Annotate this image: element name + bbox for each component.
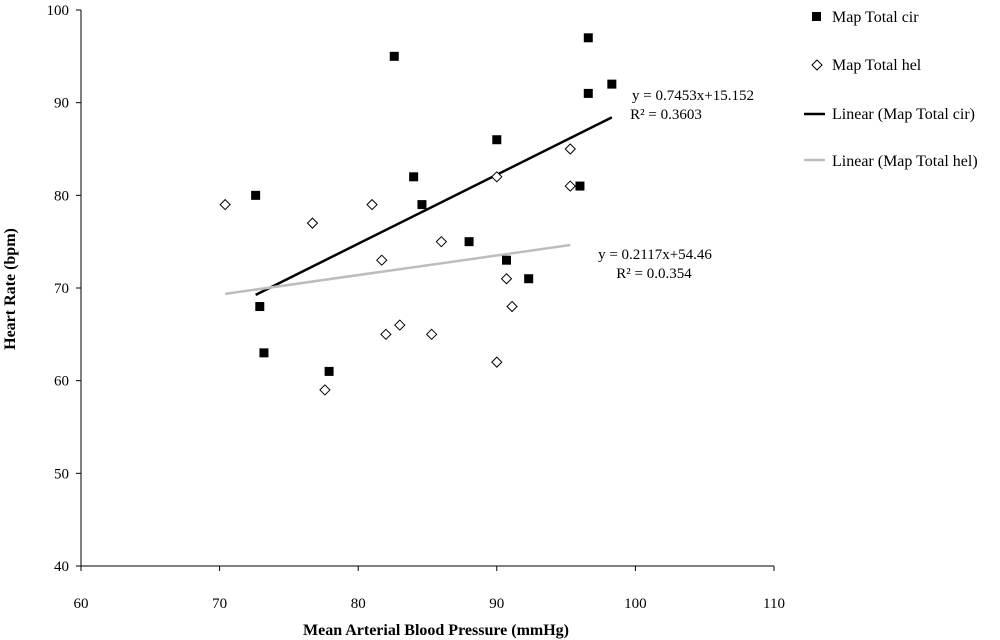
point-cir-3 bbox=[324, 366, 334, 376]
point-hel-13 bbox=[564, 143, 576, 155]
point-hel-6 bbox=[394, 319, 406, 331]
trendline-cir-equation: y = 0.7453x+15.152 bbox=[632, 88, 754, 104]
point-hel-12 bbox=[506, 300, 518, 313]
point-hel-3 bbox=[366, 198, 378, 211]
y-tick-label-0: 40 bbox=[54, 559, 69, 575]
point-cir-7 bbox=[464, 237, 474, 247]
point-cir-1 bbox=[255, 302, 265, 312]
trendline-1 bbox=[224, 243, 571, 296]
y-axis-title: Heart Rate (bpm) bbox=[2, 228, 19, 350]
ticks: 60 70 80 90 100 110 40 50 60 70 80 90 100 bbox=[47, 3, 785, 612]
point-hel-11 bbox=[500, 273, 513, 285]
trendline-0 bbox=[255, 116, 613, 296]
y-tick-label-4: 80 bbox=[54, 188, 69, 204]
point-hel-14 bbox=[564, 180, 576, 192]
point-hel-10 bbox=[491, 356, 503, 368]
trendline-cir-r-squared: R² = 0.3603 bbox=[630, 107, 702, 123]
point-cir-0 bbox=[251, 190, 261, 200]
x-tick-label-5: 110 bbox=[763, 596, 785, 612]
trendline-hel-equation: y = 0.2117x+54.46 bbox=[598, 247, 712, 263]
x-tick-label-0: 60 bbox=[74, 596, 89, 612]
y-tick-label-1: 50 bbox=[54, 466, 69, 482]
point-cir-11 bbox=[575, 181, 585, 191]
legend-marker-cir bbox=[812, 12, 821, 21]
point-hel-5 bbox=[380, 328, 392, 341]
legend-label-hel: Map Total hel bbox=[832, 57, 922, 74]
point-cir-12 bbox=[583, 88, 593, 98]
y-tick-label-5: 90 bbox=[54, 96, 69, 112]
legend: Map Total cir Map Total hel Linear (Map … bbox=[804, 9, 978, 170]
legend-marker-hel bbox=[811, 59, 823, 71]
y-tick-label-2: 60 bbox=[54, 374, 69, 390]
point-hel-7 bbox=[425, 328, 438, 341]
point-cir-14 bbox=[607, 79, 617, 89]
y-tick-label-6: 100 bbox=[47, 3, 70, 19]
legend-label-linear-hel: Linear (Map Total hel) bbox=[832, 153, 978, 170]
point-hel-8 bbox=[435, 235, 448, 248]
x-axis-title: Mean Arterial Blood Pressure (mmHg) bbox=[303, 622, 569, 639]
point-cir-13 bbox=[583, 33, 593, 43]
point-cir-4 bbox=[389, 51, 399, 61]
point-cir-10 bbox=[524, 274, 534, 284]
point-hel-9 bbox=[491, 171, 503, 183]
point-cir-2 bbox=[259, 348, 269, 358]
x-tick-label-1: 70 bbox=[212, 596, 227, 612]
point-hel-4 bbox=[376, 254, 388, 266]
point-hel-0 bbox=[219, 198, 231, 211]
trendlines bbox=[224, 116, 613, 296]
point-hel-1 bbox=[306, 217, 319, 229]
x-tick-label-3: 90 bbox=[489, 596, 504, 612]
point-cir-9 bbox=[502, 255, 512, 265]
legend-label-linear-cir: Linear (Map Total cir) bbox=[832, 106, 975, 123]
trendline-hel-r-squared: R² = 0.0.354 bbox=[616, 266, 692, 282]
markers bbox=[219, 33, 617, 396]
point-cir-8 bbox=[492, 135, 502, 145]
legend-label-cir: Map Total cir bbox=[832, 9, 919, 26]
x-tick-label-4: 100 bbox=[624, 596, 647, 612]
x-tick-label-2: 80 bbox=[351, 596, 366, 612]
point-hel-2 bbox=[319, 384, 331, 396]
y-tick-label-3: 70 bbox=[54, 281, 69, 297]
point-cir-6 bbox=[417, 200, 427, 210]
point-cir-5 bbox=[409, 172, 419, 182]
